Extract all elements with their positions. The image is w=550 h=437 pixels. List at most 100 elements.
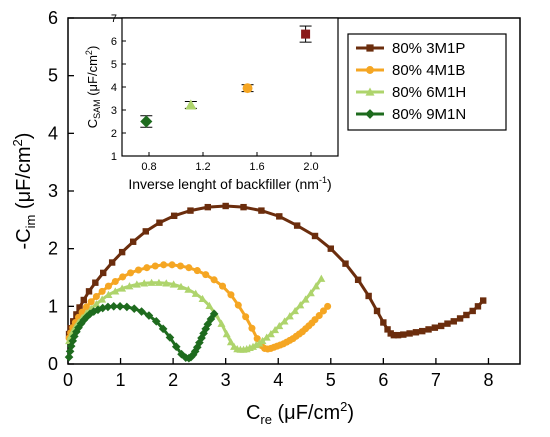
main-y-tick-label: 6 [48,8,58,28]
inset-x-tick-label: 0.8 [141,161,156,173]
data-point [85,288,93,295]
data-point [118,248,126,256]
legend-marker [365,109,375,119]
data-point [373,307,381,315]
main-x-tick-label: 8 [483,370,493,390]
data-point [162,279,171,287]
data-point [210,276,218,284]
main-y-axis-ticks: 0 1 2 3 4 5 6 [48,8,74,374]
inset-y-tick-label: 4 [111,82,117,94]
data-point [301,295,310,303]
data-point [262,333,271,341]
legend-label: 80% 6M1H [392,84,466,101]
data-point [226,338,235,346]
data-point [92,279,99,286]
data-point [463,311,470,319]
data-point [127,269,135,277]
data-point [103,302,113,312]
data-point [406,330,413,337]
inset-y-tick-label: 1 [111,151,117,163]
data-point [285,312,294,320]
main-x-tick-label: 4 [273,370,283,390]
inset-marker [185,99,197,110]
data-point [276,213,283,220]
data-point [143,264,151,272]
data-point [193,267,201,275]
main-x-tick-label: 7 [431,370,441,390]
data-point [122,302,132,312]
data-point [72,327,81,337]
data-point [271,325,280,334]
data-point [425,326,432,333]
inset-marker [140,115,153,128]
data-point [419,327,426,335]
inset-x-tick-label: 1.2 [195,161,210,173]
data-point [293,222,301,229]
main-y-tick-label: 3 [48,181,58,201]
data-point [108,259,116,266]
data-point [115,302,125,311]
main-y-tick-label: 0 [48,354,58,374]
main-y-tick-label: 5 [48,66,58,86]
data-point [64,352,74,362]
legend: 80% 3M1P 80% 4M1B 80% 6M1H 80% 9M1N [347,33,507,131]
legend-marker [365,87,375,96]
main-x-tick-label: 3 [221,370,231,390]
data-point [165,333,175,342]
data-point [202,271,210,279]
data-point [185,264,193,272]
legend-marker [366,44,374,52]
main-x-tick-label: 2 [168,370,178,390]
data-point [158,324,168,334]
data-point [142,228,149,235]
legend-label: 80% 9M1N [392,106,466,123]
data-point [456,315,464,322]
data-point [104,282,112,290]
data-point [109,302,119,311]
data-point [129,238,137,245]
inset-marker [242,83,253,94]
data-point [317,274,326,282]
data-point [365,292,372,300]
inset-x-tick-label: 2.0 [303,161,318,173]
data-point [100,269,107,277]
data-point [169,280,178,288]
data-point [87,298,95,306]
data-point [258,207,265,214]
data-point [324,302,332,310]
data-point [176,262,184,270]
data-point [118,284,127,292]
data-point [312,282,321,290]
main-y-tick-label: 4 [48,123,58,143]
data-point [240,203,247,211]
inset-y-axis-label: CSAM (μF/cm2) [84,46,102,129]
main-x-tick-label: 0 [63,370,73,390]
data-point [82,312,92,322]
data-point [92,300,101,308]
data-point [431,324,439,331]
data-point [469,307,476,315]
data-point [151,317,161,326]
data-point [147,278,156,286]
data-point [144,311,154,320]
data-point [98,287,106,295]
data-point [258,336,267,345]
data-point [156,219,163,226]
inset-marker [301,29,311,39]
data-point [384,326,391,333]
inset-x-axis-ticks: 0.8 1.2 1.6 2.0 [141,152,319,173]
inset-point [140,115,153,128]
data-point [132,280,141,288]
inset-point [184,99,197,110]
data-point [134,266,142,274]
inset-x-axis-label: Inverse lenght of backfiller (nm-1) [128,175,331,192]
main-y-tick-label: 2 [48,239,58,259]
inset-point [299,25,312,43]
data-point [234,301,242,309]
data-point [248,324,256,332]
data-point [154,278,163,286]
inset-y-axis-ticks: 1 2 3 4 5 6 7 [111,13,126,163]
inset-chart: 1 2 3 4 5 6 7 0.8 1.2 1.6 2.0 CSAM (μF/cm2) Inver… [84,13,339,192]
inset-y-tick-label: 3 [111,105,117,117]
data-point [171,342,181,352]
